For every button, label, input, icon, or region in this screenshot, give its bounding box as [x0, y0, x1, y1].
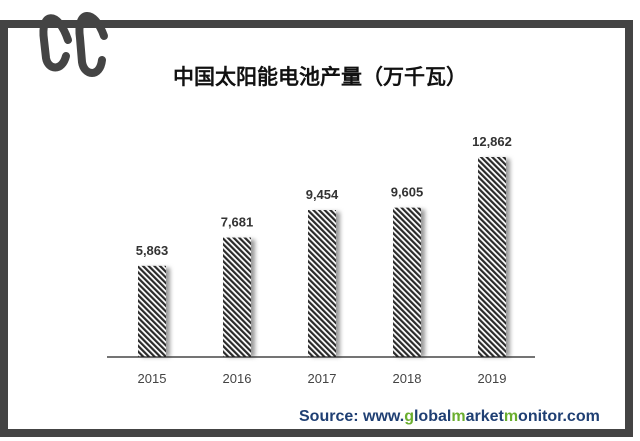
- source-text: Source: www.globalmarketmonitor.com: [299, 408, 600, 426]
- bar-2015: [138, 265, 166, 357]
- x-tick-label: 2019: [478, 371, 507, 386]
- data-label: 9,605: [391, 185, 424, 200]
- bar-2017: [308, 209, 336, 357]
- source-part: g: [404, 408, 414, 425]
- source-part: arket: [465, 408, 504, 425]
- data-label: 9,454: [306, 187, 339, 202]
- bar-2016: [223, 237, 251, 357]
- data-label: 5,863: [136, 243, 169, 258]
- source-part: m: [451, 408, 466, 425]
- frame: [0, 20, 633, 437]
- x-tick-label: 2017: [308, 371, 337, 386]
- data-label: 12,862: [472, 134, 512, 149]
- source-part: lobal: [413, 408, 452, 425]
- source-part: m: [503, 408, 519, 425]
- data-label: 7,681: [221, 215, 254, 230]
- x-tick-label: 2018: [393, 371, 422, 386]
- x-tick-label: 2015: [138, 371, 167, 386]
- chart-title: 中国太阳能电池产量（万千瓦）: [173, 65, 467, 89]
- source-part: Source: www.: [299, 408, 405, 425]
- source-part: onitor.com: [518, 408, 600, 425]
- bar-2018: [393, 207, 421, 357]
- x-tick-label: 2016: [223, 371, 252, 386]
- bar-2019: [478, 157, 506, 357]
- cc-logo: [39, 12, 108, 77]
